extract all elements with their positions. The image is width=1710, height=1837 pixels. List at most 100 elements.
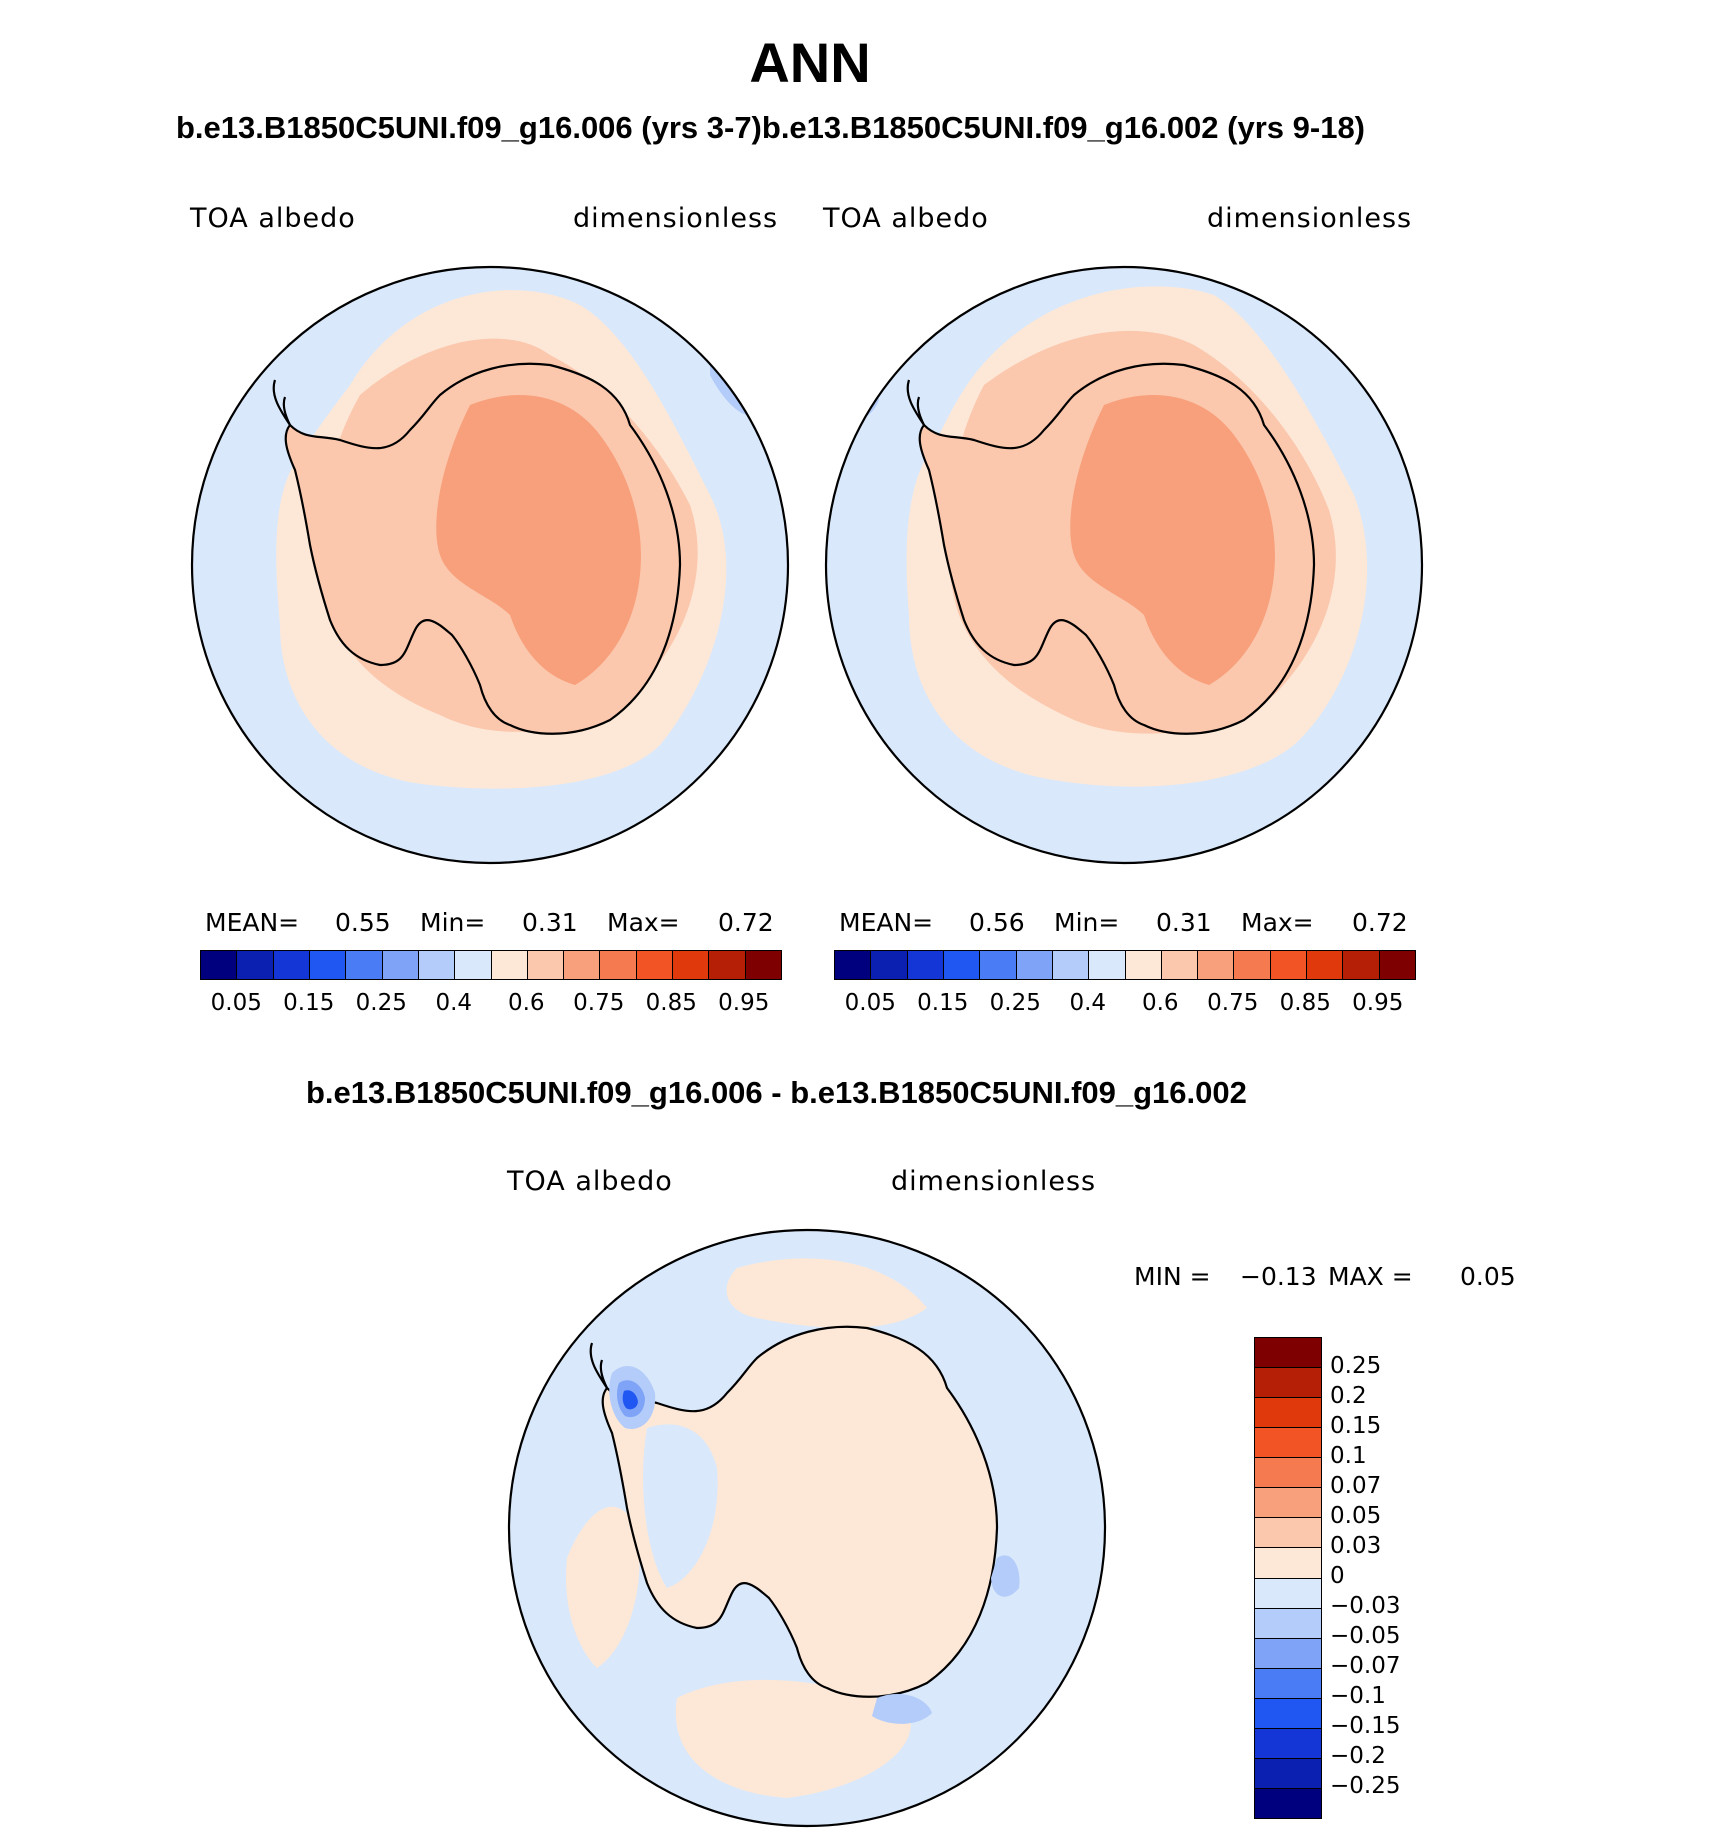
map-boundary [824, 265, 1424, 865]
diff-colorbar-cell [1255, 1428, 1321, 1459]
right-colorbar-cell [943, 951, 981, 979]
right-colorbar-tick-label: 0.6 [1141, 990, 1179, 1016]
left-colorbar-cell [600, 951, 637, 979]
left-colorbar-cell [346, 951, 383, 979]
right-colorbar-cell [1270, 951, 1308, 979]
left-colorbar-cell [709, 951, 746, 979]
diff-variable-label: TOA albedo [507, 1166, 673, 1197]
diff-colorbar-cell [1255, 1608, 1321, 1639]
pair-subtitle: b.e13.B1850C5UNI.f09_g16.006 (yrs 3-7)b.… [176, 110, 1366, 145]
right-units-label: dimensionless [1207, 203, 1413, 234]
high-albedo-plateau [1070, 395, 1275, 685]
right-colorbar-cell [1343, 951, 1380, 979]
diff-colorbar-tick-label: −0.25 [1330, 1773, 1401, 1799]
left-mean-label: MEAN= [205, 908, 300, 937]
right-colorbar-cell [1125, 951, 1162, 979]
left-polar-map [190, 265, 790, 865]
positive-anom-south [675, 1679, 911, 1798]
right-colorbar-cell [1379, 951, 1415, 979]
right-colorbar-cell [1234, 951, 1271, 979]
diff-subtitle: b.e13.B1850C5UNI.f09_g16.006 - b.e13.B18… [306, 1075, 1247, 1110]
left-colorbar-tick-label: 0.4 [435, 990, 473, 1016]
diff-colorbar-tick-label: 0.07 [1330, 1473, 1382, 1499]
left-min-label: Min= [420, 908, 486, 937]
diff-colorbar-cell [1255, 1758, 1321, 1789]
diff-min-label: MIN = [1134, 1262, 1211, 1291]
left-colorbar-cell [273, 951, 310, 979]
antarctic-peninsula [589, 1342, 608, 1389]
antarctic-peninsula [272, 379, 291, 426]
left-variable-label: TOA albedo [190, 203, 356, 234]
diff-colorbar-tick-label: −0.03 [1330, 1593, 1401, 1619]
diff-colorbar-tick-label: 0 [1330, 1563, 1345, 1589]
right-colorbar-tick-label: 0.25 [989, 990, 1041, 1016]
right-mean-label: MEAN= [839, 908, 934, 937]
right-colorbar-cell [835, 951, 872, 979]
left-colorbar-tick-label: 0.75 [573, 990, 625, 1016]
ocean-low-patch [192, 381, 235, 423]
left-colorbar-cell [564, 951, 601, 979]
diff-colorbar-cell [1255, 1788, 1321, 1818]
left-max-label: Max= [607, 908, 680, 937]
left-mean-value: 0.55 [335, 908, 391, 937]
diff-colorbar-cell [1255, 1698, 1321, 1729]
right-colorbar-tick-label: 0.75 [1207, 990, 1259, 1016]
diff-colorbar [1254, 1337, 1322, 1819]
left-colorbar-tick-label: 0.25 [355, 990, 407, 1016]
left-colorbar-tick-label: 0.95 [718, 990, 770, 1016]
diff-colorbar-tick-label: 0.1 [1330, 1443, 1367, 1469]
left-colorbar-ticks: 0.05 0.15 0.25 0.4 0.6 0.75 0.85 0.95 [200, 990, 780, 1020]
left-colorbar-cell [491, 951, 528, 979]
right-colorbar-cell [1161, 951, 1199, 979]
diff-colorbar-cell [1255, 1368, 1321, 1399]
strong-negative-anom-center [622, 1390, 638, 1410]
right-min-label: Min= [1054, 908, 1120, 937]
map-boundary [190, 265, 790, 865]
right-colorbar-cell [980, 951, 1017, 979]
diff-colorbar-tick-label: 0.03 [1330, 1533, 1382, 1559]
right-colorbar-tick-label: 0.05 [844, 990, 896, 1016]
right-colorbar-cell [1198, 951, 1235, 979]
diff-max-label: MAX = [1328, 1262, 1413, 1291]
diff-colorbar-cell [1255, 1548, 1321, 1579]
left-colorbar-cell [673, 951, 710, 979]
left-max-value: 0.72 [718, 908, 774, 937]
diff-colorbar-tick-label: −0.2 [1330, 1743, 1386, 1769]
map-boundary [507, 1228, 1107, 1828]
left-colorbar-cell [527, 951, 565, 979]
left-colorbar-tick-label: 0.15 [283, 990, 335, 1016]
diff-colorbar-cell [1255, 1518, 1321, 1549]
diff-units-label: dimensionless [891, 1166, 1097, 1197]
left-colorbar-tick-label: 0.6 [507, 990, 545, 1016]
diff-colorbar-cell [1255, 1398, 1321, 1429]
right-min-value: 0.31 [1156, 908, 1212, 937]
high-albedo-plateau [436, 395, 641, 685]
diff-max-value: 0.05 [1460, 1262, 1516, 1291]
diff-colorbar-cell [1255, 1488, 1321, 1519]
positive-anom-north [726, 1258, 927, 1328]
right-colorbar-tick-label: 0.85 [1279, 990, 1331, 1016]
left-colorbar-cell [745, 951, 781, 979]
antarctic-peninsula [906, 379, 925, 426]
right-max-value: 0.72 [1352, 908, 1408, 937]
right-colorbar-cell [1052, 951, 1090, 979]
negative-anom-south [872, 1693, 932, 1724]
right-mean-value: 0.56 [969, 908, 1025, 937]
diff-colorbar-tick-label: −0.05 [1330, 1623, 1401, 1649]
diff-colorbar-tick-label: −0.1 [1330, 1683, 1386, 1709]
diff-colorbar-ticks: 0.25 0.2 0.15 0.1 0.07 0.05 0.03 0 −0.03 −0.05 −0.… [1330, 1337, 1460, 1817]
diff-min-value: −0.13 [1240, 1262, 1317, 1291]
diff-colorbar-tick-label: 0.05 [1330, 1503, 1382, 1529]
right-colorbar-cell [1307, 951, 1344, 979]
positive-anom-west [566, 1506, 640, 1668]
left-colorbar-cell [201, 951, 238, 979]
right-colorbar-ticks: 0.05 0.15 0.25 0.4 0.6 0.75 0.85 0.95 [834, 990, 1414, 1020]
diff-colorbar-cell [1255, 1638, 1321, 1669]
diff-colorbar-cell [1255, 1668, 1321, 1699]
right-colorbar-cell [1089, 951, 1126, 979]
diff-colorbar-cell [1255, 1338, 1321, 1369]
left-colorbar-cell [455, 951, 492, 979]
right-colorbar-cell [1016, 951, 1053, 979]
diff-colorbar-cell [1255, 1578, 1321, 1609]
left-colorbar-cell [309, 951, 347, 979]
